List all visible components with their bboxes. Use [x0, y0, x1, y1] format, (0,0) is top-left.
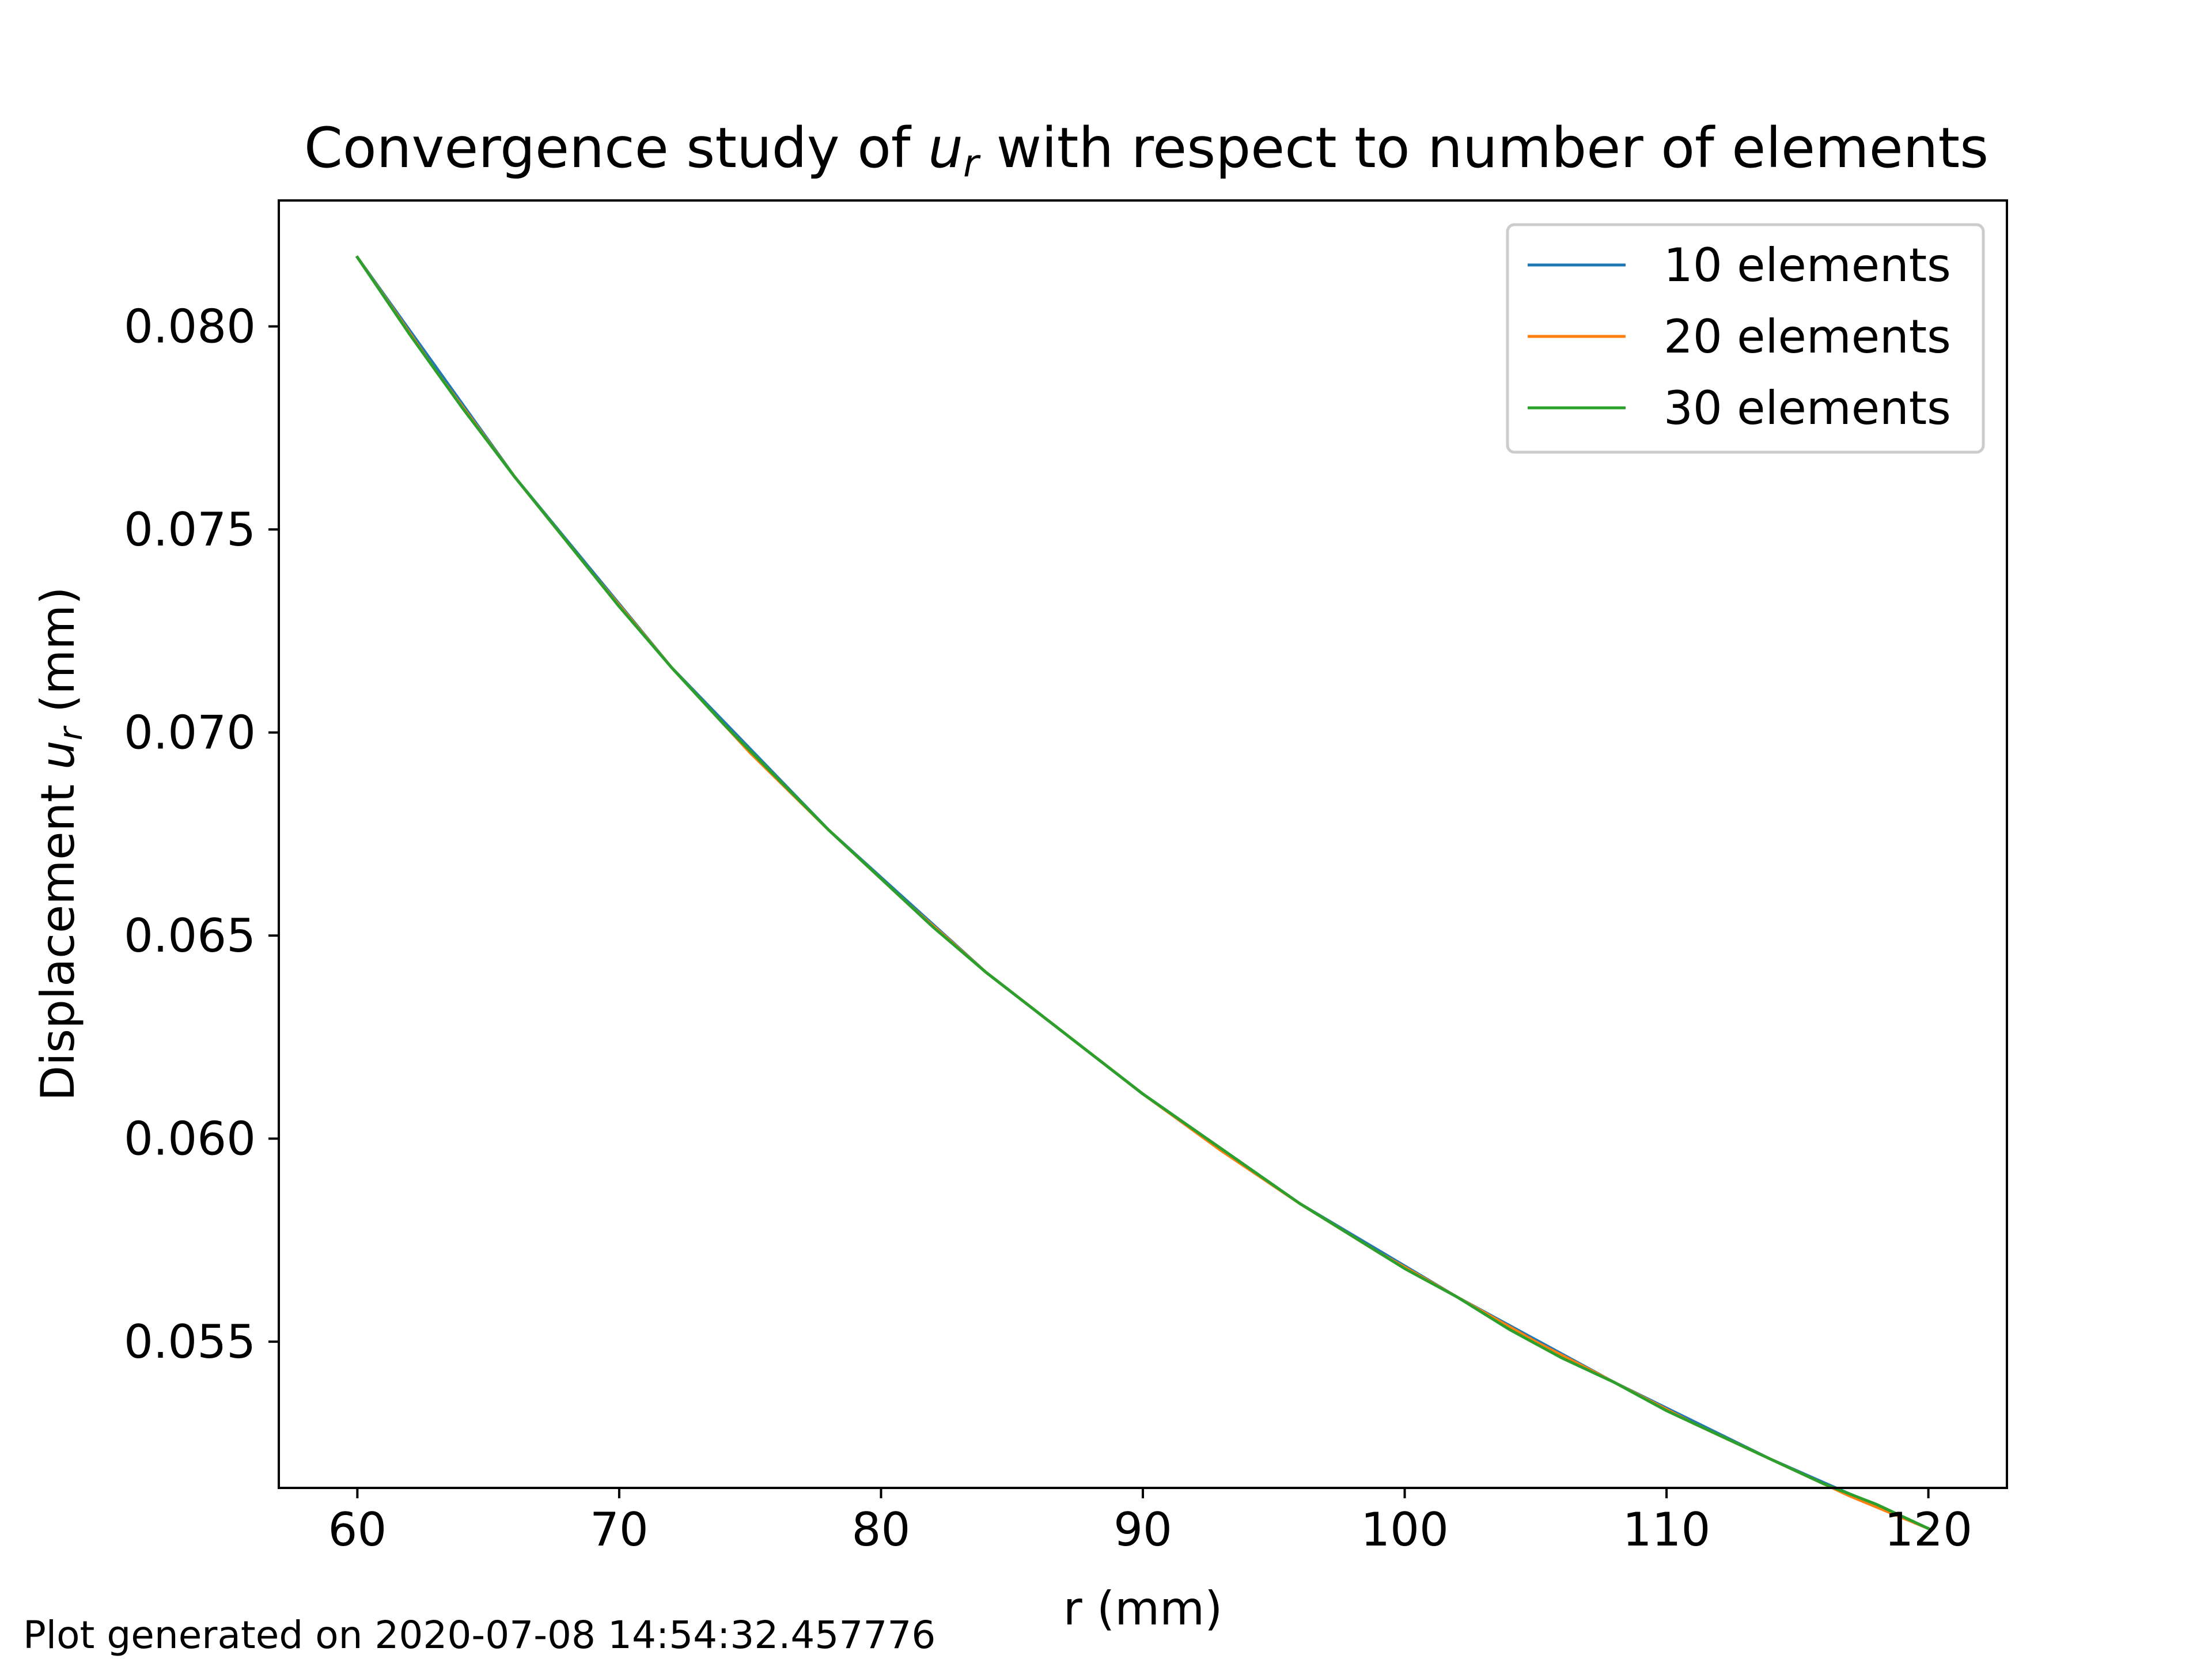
y-tick-label: 0.070: [124, 706, 256, 760]
x-tick-label: 80: [852, 1503, 911, 1556]
series-line-3: [355, 255, 1930, 1531]
y-tick-label: 0.075: [124, 503, 256, 556]
x-tick-label: 70: [590, 1503, 649, 1556]
x-tick-label: 110: [1623, 1503, 1711, 1556]
y-axis-ticks: 0.055 0.060 0.065 0.070 0.075 0.080: [124, 300, 279, 1369]
x-tick-label: 120: [1884, 1503, 1972, 1556]
y-axis-label-before: Displacement: [31, 770, 85, 1101]
chart-title-before: Convergence study of: [304, 116, 928, 180]
plot-timestamp: Plot generated on 2020-07-08 14:54:32.45…: [23, 1613, 936, 1657]
legend-entries: 10 elements 20 elements 30 elements: [1528, 238, 1951, 435]
chart-title-subscript: r: [963, 141, 981, 185]
legend-label-1: 10 elements: [1664, 238, 1951, 292]
x-axis-label: r (mm): [1063, 1582, 1223, 1635]
chart-title: Convergence study of ur with respect to …: [304, 116, 1988, 185]
chart-title-variable: u: [928, 116, 963, 180]
series-lines: [355, 255, 1930, 1531]
y-tick-label: 0.065: [124, 909, 256, 963]
legend-label-2: 20 elements: [1664, 310, 1951, 363]
legend-box: [1506, 223, 1985, 454]
legend-label-3: 30 elements: [1664, 381, 1951, 435]
y-axis-label-after: (mm): [31, 587, 85, 728]
legend: 10 elements 20 elements 30 elements: [1506, 223, 1985, 454]
x-tick-label: 100: [1361, 1503, 1449, 1556]
x-tick-label: 90: [1113, 1503, 1172, 1556]
x-tick-label: 60: [328, 1503, 387, 1556]
x-axis-ticks: 60 70 80 90 100 110 120: [328, 1488, 1972, 1556]
y-tick-label: 0.055: [124, 1315, 256, 1369]
y-axis-label-variable: u: [31, 740, 85, 770]
y-tick-label: 0.080: [124, 300, 256, 354]
y-axis-label-subscript: r: [52, 725, 90, 740]
y-axis-label: Displacement ur (mm): [31, 587, 90, 1101]
chart-title-after: with respect to number of elements: [979, 116, 1988, 180]
y-tick-label: 0.060: [124, 1112, 256, 1166]
